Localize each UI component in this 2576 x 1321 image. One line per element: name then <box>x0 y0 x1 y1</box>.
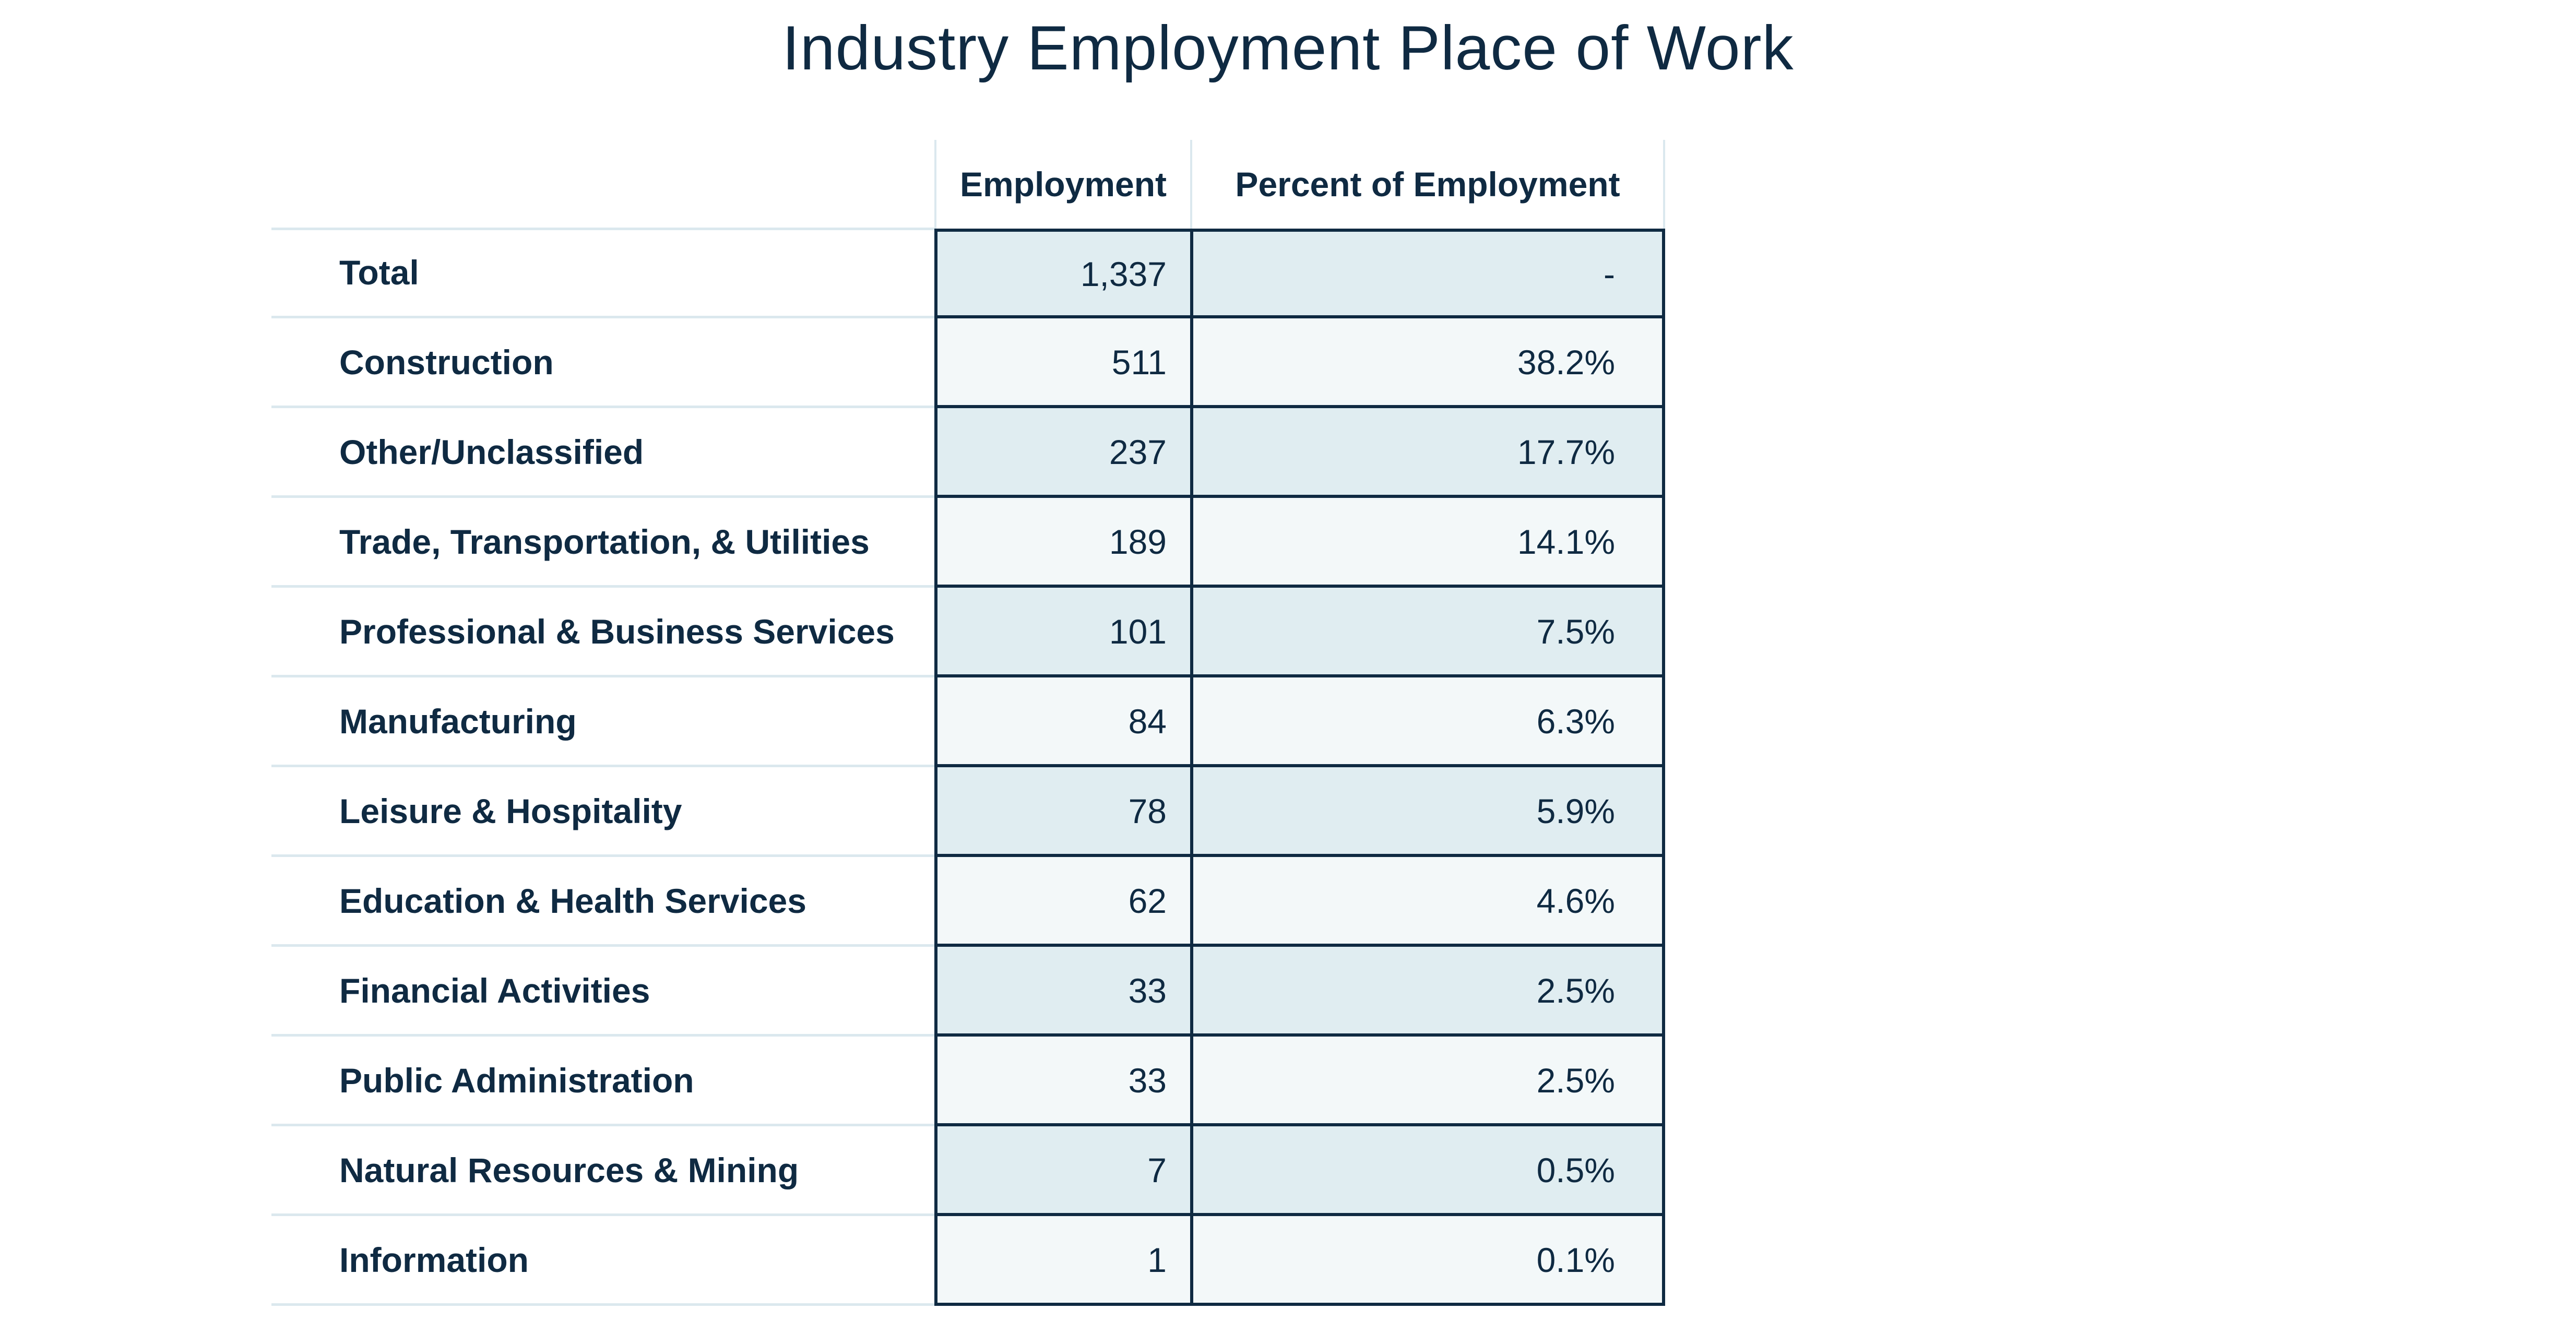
table-body: Total 1,337- Construction 511 38.2% Other/Unc… <box>271 229 1665 1306</box>
employment-value: 78 <box>934 767 1190 857</box>
table-row: Manufacturing 84 6.3% <box>271 677 1665 767</box>
table-row: Trade, Transportation, & Utilities 189 14.… <box>271 498 1665 588</box>
industry-label: Information <box>271 1216 934 1306</box>
employment-value: 1 <box>934 1216 1190 1306</box>
employment-value: 101 <box>934 588 1190 677</box>
employment-value: 1,337 <box>934 229 1190 318</box>
industry-label: Leisure & Hospitality <box>271 767 934 857</box>
column-header-percent: Percent of Employment <box>1190 140 1665 229</box>
industry-label: Manufacturing <box>271 677 934 767</box>
table-row: Total 1,337- <box>271 229 1665 318</box>
employment-value: 62 <box>934 857 1190 947</box>
percent-value: 7.5% <box>1190 588 1665 677</box>
industry-label: Total <box>271 229 934 318</box>
employment-table: Employment Percent of Employment Total 1,… <box>271 140 1665 1312</box>
industry-label: Education & Health Services <box>271 857 934 947</box>
industry-label: Construction <box>271 318 934 408</box>
table-row: Professional & Business Services 101 7.5% <box>271 588 1665 677</box>
percent-value: 17.7% <box>1190 408 1665 498</box>
percent-value: 14.1% <box>1190 498 1665 588</box>
chart-title: Industry Employment Place of Work <box>782 13 1794 83</box>
industry-label: Other/Unclassified <box>271 408 934 498</box>
employment-value: 189 <box>934 498 1190 588</box>
table-row: Construction 511 38.2% <box>271 318 1665 408</box>
industry-label: Professional & Business Services <box>271 588 934 677</box>
employment-value: 7 <box>934 1126 1190 1216</box>
percent-value: 4.6% <box>1190 857 1665 947</box>
table-row: Other/Unclassified 237 17.7% <box>271 408 1665 498</box>
column-header-employment: Employment <box>934 140 1190 229</box>
table-row: Education & Health Services 62 4.6% <box>271 857 1665 947</box>
industry-label: Public Administration <box>271 1037 934 1126</box>
percent-value: 6.3% <box>1190 677 1665 767</box>
percent-value: 0.5% <box>1190 1126 1665 1216</box>
employment-value: 33 <box>934 947 1190 1037</box>
header-divider <box>271 228 934 230</box>
percent-value: 0.1% <box>1190 1216 1665 1306</box>
industry-label: Natural Resources & Mining <box>271 1126 934 1216</box>
employment-value: 84 <box>934 677 1190 767</box>
table-row: Financial Activities 33 2.5% <box>271 947 1665 1037</box>
percent-value: 2.5% <box>1190 1037 1665 1126</box>
percent-value: 5.9% <box>1190 767 1665 857</box>
industry-label: Financial Activities <box>271 947 934 1037</box>
industry-label: Trade, Transportation, & Utilities <box>271 498 934 588</box>
table-row: Leisure & Hospitality 78 5.9% <box>271 767 1665 857</box>
table-row: Natural Resources & Mining 7 0.5% <box>271 1126 1665 1216</box>
employment-value: 237 <box>934 408 1190 498</box>
employment-value: 511 <box>934 318 1190 408</box>
percent-value: 38.2% <box>1190 318 1665 408</box>
table-row: Public Administration 33 2.5% <box>271 1037 1665 1126</box>
employment-value: 33 <box>934 1037 1190 1126</box>
percent-value: - <box>1190 229 1665 318</box>
table-row: Information 1 0.1% <box>271 1216 1665 1306</box>
percent-value: 2.5% <box>1190 947 1665 1037</box>
